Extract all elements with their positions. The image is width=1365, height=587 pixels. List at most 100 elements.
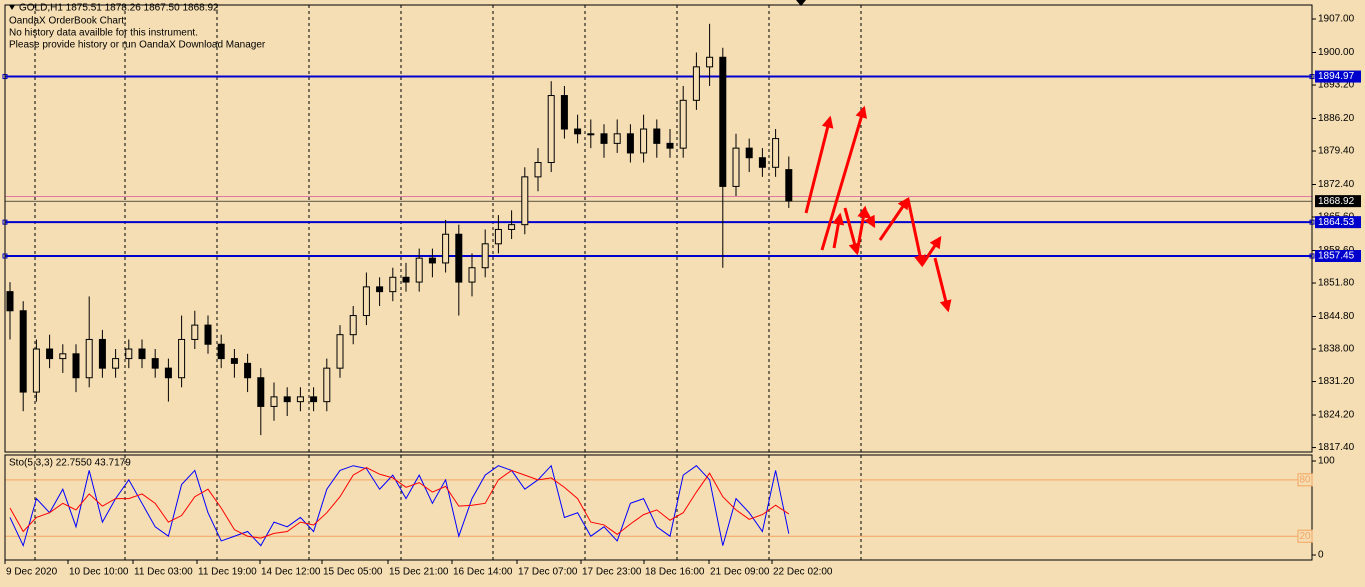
candle-body xyxy=(362,286,370,317)
x-tick-label: 17 Dec 07:00 xyxy=(518,567,578,578)
note: OandaX OrderBook Chart: xyxy=(9,16,127,27)
indicator-tick-label: 100 xyxy=(1318,456,1335,467)
candle-body xyxy=(125,348,133,360)
level-label-box xyxy=(1315,216,1361,229)
x-tick-label: 9 Dec 2020 xyxy=(6,567,58,578)
candle-body xyxy=(204,324,212,345)
stochastic-line xyxy=(9,467,790,539)
candle-body xyxy=(534,161,542,178)
candle-body xyxy=(72,353,80,379)
candle-body xyxy=(679,99,687,149)
candle-body xyxy=(138,348,146,360)
x-tick-label: 18 Dec 16:00 xyxy=(645,567,705,578)
indicator-title: Sto(5,3,3) 22.7550 43.7179 xyxy=(9,458,131,469)
stochastic-line xyxy=(9,464,790,548)
candle-body xyxy=(653,128,661,144)
candle-body xyxy=(428,257,436,264)
candle-body xyxy=(85,338,93,379)
candle-body xyxy=(587,133,595,136)
y-tick-label: 1879.40 xyxy=(1318,146,1355,157)
candle-body xyxy=(613,133,621,144)
y-tick-label: 1844.80 xyxy=(1318,311,1355,322)
candle-body xyxy=(19,310,27,393)
candle-body xyxy=(244,362,252,379)
candle-body xyxy=(191,324,199,340)
candle-body xyxy=(402,276,410,283)
y-tick-label: 1893.20 xyxy=(1318,80,1355,91)
level-label-box xyxy=(1315,250,1361,263)
x-tick-label: 17 Dec 23:00 xyxy=(582,567,642,578)
level-label-box xyxy=(1315,195,1361,208)
y-tick-label: 1872.40 xyxy=(1318,179,1355,190)
candle-body xyxy=(442,233,450,264)
candle-body xyxy=(283,396,291,403)
chart-title: GOLD,H1 1875.51 1878.26 1867.50 1868.92 xyxy=(19,3,219,14)
candle-body xyxy=(415,257,423,283)
candle-body xyxy=(640,128,648,154)
y-tick-label: 1907.00 xyxy=(1318,14,1355,25)
candle-body xyxy=(732,147,740,187)
indicator-level-box xyxy=(1297,529,1313,543)
candle-body xyxy=(6,291,14,312)
level-label: 1894.97 xyxy=(1318,71,1355,82)
candle-body xyxy=(626,133,634,154)
candle-body xyxy=(270,396,278,407)
note: Please provide history or run OandaX Dow… xyxy=(9,40,266,51)
candle-body xyxy=(217,343,225,360)
candle-body xyxy=(336,334,344,369)
candle-body xyxy=(508,224,516,230)
candle-body xyxy=(59,353,67,360)
x-tick-label: 21 Dec 09:00 xyxy=(710,567,770,578)
x-tick-label: 11 Dec 03:00 xyxy=(134,567,193,578)
candle-body xyxy=(151,358,159,369)
candle-body xyxy=(98,338,106,369)
x-tick-label: 15 Dec 05:00 xyxy=(323,567,383,578)
y-tick-label: 1817.40 xyxy=(1318,442,1355,453)
indicator-panel-frame xyxy=(4,454,1313,561)
candle-body xyxy=(32,348,40,393)
candle-body xyxy=(719,56,727,187)
candle-body xyxy=(758,157,766,168)
candle-body xyxy=(706,56,714,68)
candle-body xyxy=(112,358,120,369)
candle-body xyxy=(772,138,780,168)
annotation-arrows xyxy=(804,105,952,313)
y-tick-label: 1838.00 xyxy=(1318,344,1355,355)
y-tick-label: 1851.80 xyxy=(1318,278,1355,289)
candle-body xyxy=(547,95,555,163)
candle-body xyxy=(494,228,502,245)
x-tick-label: 16 Dec 14:00 xyxy=(453,567,513,578)
candle-body xyxy=(230,358,238,364)
x-tick-label: 22 Dec 02:00 xyxy=(773,567,833,578)
candle-body xyxy=(296,396,304,403)
x-tick-label: 14 Dec 12:00 xyxy=(261,567,321,578)
candle-body xyxy=(310,396,318,403)
candle-body xyxy=(257,377,265,407)
candle-body xyxy=(574,128,582,135)
candle-body xyxy=(164,367,172,379)
candle-body xyxy=(560,95,568,130)
candle-body xyxy=(666,142,674,149)
candle-body xyxy=(481,243,489,269)
candle-body xyxy=(785,169,793,202)
y-tick-label: 1900.00 xyxy=(1318,47,1355,58)
indicator-tick-label: 0 xyxy=(1318,550,1324,561)
indicator-level-label: 20 xyxy=(1299,531,1311,542)
candle-body xyxy=(521,176,529,226)
indicator-level-box xyxy=(1297,473,1313,487)
candle-body xyxy=(376,286,384,293)
candle-body xyxy=(323,367,331,403)
indicator-level-label: 80 xyxy=(1299,474,1311,485)
candle-body xyxy=(692,66,700,101)
shift-marker xyxy=(796,0,806,6)
candle-body xyxy=(389,276,397,293)
x-tick-label: 10 Dec 10:00 xyxy=(69,567,129,578)
candle-body xyxy=(600,133,608,144)
y-tick-label: 1824.20 xyxy=(1318,410,1355,421)
candle-body xyxy=(46,348,54,360)
candle-body xyxy=(745,147,753,159)
x-tick-label: 15 Dec 21:00 xyxy=(389,567,449,578)
level-label: 1864.53 xyxy=(1318,217,1355,228)
